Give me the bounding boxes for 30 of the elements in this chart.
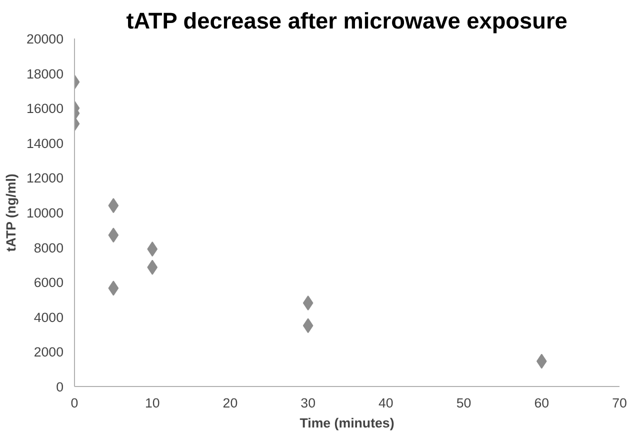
point [147,242,158,257]
y-tick-label: 12000 [26,170,64,186]
x-axis-title: Time (minutes) [300,416,394,430]
point [108,198,119,214]
y-tick-label: 6000 [34,275,64,290]
point [108,228,119,243]
point [302,295,314,310]
x-tick-label: 20 [222,396,238,410]
y-tick-label: 0 [56,380,64,394]
y-tick-label: 8000 [34,240,64,256]
y-tick-label: 10000 [26,206,64,220]
y-axis-title: tATP (ng/ml) [3,174,18,252]
y-tick-label: 2000 [34,344,64,360]
point [536,354,547,369]
point [147,260,158,275]
x-tick-label: 0 [70,396,78,410]
y-tick-label: 14000 [26,136,64,151]
x-tick-label: 70 [612,396,627,410]
chart-title: tATP decrease after microwave exposure [126,8,568,34]
point [302,318,314,334]
point [108,280,119,296]
x-tick-label: 60 [534,396,550,410]
x-tick-label: 50 [456,396,472,410]
y-tick-label: 18000 [26,66,64,82]
y-tick-label: 20000 [26,32,64,46]
x-tick-label: 30 [300,396,316,410]
x-tick-label: 10 [144,396,160,410]
y-tick-label: 4000 [34,310,64,325]
x-tick-label: 40 [378,396,394,410]
y-tick-label: 16000 [26,101,64,116]
